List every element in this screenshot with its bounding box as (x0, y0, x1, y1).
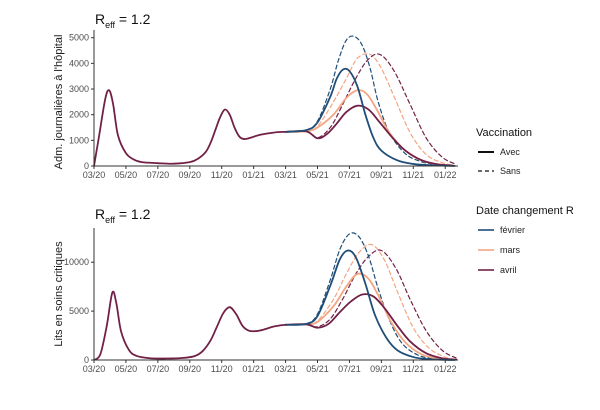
x-tick-label: 09/20 (179, 170, 202, 180)
y-tick-label: 0 (84, 355, 89, 365)
y-tick-label: 10000 (64, 257, 89, 267)
panel-title: Reff = 1.2 (95, 11, 151, 30)
series-lines (93, 35, 457, 167)
x-tick-label: 05/21 (306, 364, 329, 374)
y-ticks: 0 1000 2000 3000 4000 5000 (69, 33, 94, 171)
series-line-fevrier-avec (284, 249, 456, 361)
legend-item-sans: Sans (500, 166, 521, 176)
legend-item-avec: Avec (500, 147, 520, 157)
legend-item-avril: avril (500, 265, 517, 275)
x-tick-label: 05/20 (115, 364, 138, 374)
y-tick-label: 2000 (69, 110, 89, 120)
series-line-mars-avec (284, 272, 455, 361)
y-axis-label: Adm. journalières à l'hôpital (53, 35, 65, 170)
x-tick-label: 03/20 (83, 364, 106, 374)
x-tick-label: 09/21 (370, 170, 393, 180)
legend-title: Date changement R (476, 205, 574, 217)
y-ticks: 0 5000 10000 (64, 257, 94, 365)
y-tick-label: 5000 (69, 33, 89, 43)
legend-date-changement: Date changement R février mars avril (476, 205, 574, 275)
x-tick-label: 03/21 (274, 364, 297, 374)
x-tick-label: 11/20 (211, 170, 233, 180)
panel-title: Reff = 1.2 (95, 206, 151, 225)
series-line-historique-avec (93, 89, 287, 167)
x-tick-label: 03/21 (274, 170, 297, 180)
x-tick-label: 11/20 (211, 364, 233, 374)
legend-item-mars: mars (500, 245, 520, 255)
series-line-avril-sans (284, 53, 457, 166)
y-axis-label: Lits en soins critiques (53, 241, 65, 347)
series-line-fevrier-avec (284, 67, 456, 167)
x-tick-label: 01/22 (434, 364, 457, 374)
legend-item-fevrier: février (500, 225, 525, 235)
x-tick-label: 01/22 (434, 170, 457, 180)
x-tick-label: 07/20 (147, 364, 170, 374)
x-tick-label: 11/21 (402, 170, 424, 180)
x-tick-label: 07/21 (338, 170, 361, 180)
panel-hospital-admissions: Reff = 1.2 Adm. journalières à l'hôpital… (53, 11, 458, 180)
y-tick-label: 3000 (69, 84, 89, 94)
y-tick-label: 0 (84, 161, 89, 171)
x-tick-label: 05/20 (115, 170, 138, 180)
x-ticks: 03/20 05/20 07/20 09/20 11/20 01/21 03/21 05/21… (83, 360, 457, 374)
x-tick-label: 07/21 (338, 364, 361, 374)
x-tick-label: 11/21 (402, 364, 424, 374)
x-tick-label: 01/21 (242, 364, 265, 374)
y-tick-label: 4000 (69, 58, 89, 68)
legend-title: Vaccination (476, 127, 532, 139)
x-tick-label: 09/20 (179, 364, 202, 374)
series-lines (93, 232, 458, 361)
x-tick-label: 03/20 (83, 170, 106, 180)
y-tick-label: 1000 (69, 135, 89, 145)
series-line-mars-sans (284, 243, 457, 361)
legend-vaccination: Vaccination Avec Sans (476, 127, 532, 176)
panel-critical-care-beds: Reff = 1.2 Lits en soins critiques 0 5000… (53, 206, 458, 374)
series-line-fevrier-sans (284, 232, 451, 361)
x-tick-label: 07/20 (147, 170, 170, 180)
y-tick-label: 5000 (69, 306, 89, 316)
x-tick-label: 09/21 (370, 364, 393, 374)
x-tick-label: 01/21 (242, 170, 265, 180)
series-line-historique-avec (93, 290, 287, 361)
series-line-fevrier-sans (284, 35, 454, 167)
x-ticks: 03/20 05/20 07/20 09/20 11/20 01/21 03/21 05/21… (83, 166, 457, 180)
series-line-mars-sans (284, 53, 456, 167)
x-tick-label: 05/21 (306, 170, 329, 180)
